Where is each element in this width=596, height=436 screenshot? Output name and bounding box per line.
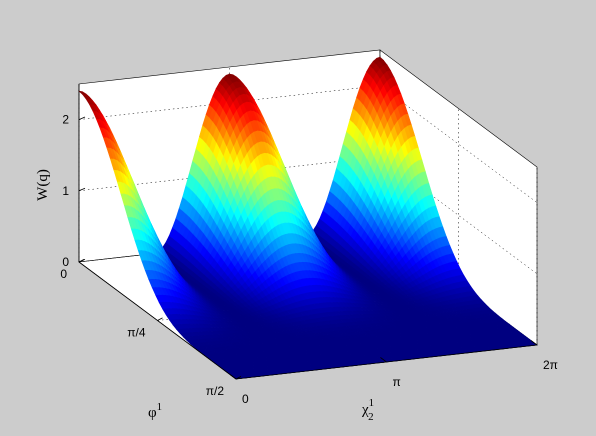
z-tick-mark bbox=[78, 187, 86, 192]
y-tick-mark bbox=[380, 357, 387, 363]
z-tick-label: 2 bbox=[62, 113, 69, 127]
x-axis-label-sup: 1 bbox=[157, 401, 163, 413]
y-tick-label: π bbox=[393, 375, 401, 389]
x-tick-label: π/4 bbox=[127, 326, 146, 340]
y-tick-mark bbox=[530, 340, 538, 346]
y-tick-label: 0 bbox=[242, 392, 249, 406]
axis-ticks: 0 1 2 0 π/4 π/2 0 π 2π bbox=[60, 113, 558, 406]
z-tick-label: 1 bbox=[62, 184, 69, 198]
y-axis-label-sup: 1 bbox=[369, 397, 375, 409]
z-axis-label: W(q) bbox=[35, 169, 51, 201]
z-gridline bbox=[78, 85, 381, 120]
surface-mesh bbox=[78, 56, 538, 380]
y-axis-label: χ1 2 bbox=[361, 397, 374, 423]
y-tick-label: 2π bbox=[543, 358, 558, 372]
x-tick-label: 0 bbox=[60, 267, 67, 281]
x-axis-label-base: φ bbox=[148, 405, 157, 421]
z-tick-mark bbox=[78, 116, 86, 120]
x-tick-label: π/2 bbox=[206, 384, 225, 398]
y-axis-label-base: χ bbox=[361, 402, 369, 418]
z-tick-label: 0 bbox=[62, 255, 69, 269]
y-axis-label-sub: 2 bbox=[368, 411, 374, 423]
x-axis-label: φ1 bbox=[148, 401, 162, 421]
y-tick-mark bbox=[229, 374, 237, 380]
x-tick-mark bbox=[78, 259, 85, 263]
x-tick-mark bbox=[235, 376, 242, 380]
z-gridline bbox=[379, 85, 538, 203]
x-tick-mark bbox=[157, 317, 163, 321]
